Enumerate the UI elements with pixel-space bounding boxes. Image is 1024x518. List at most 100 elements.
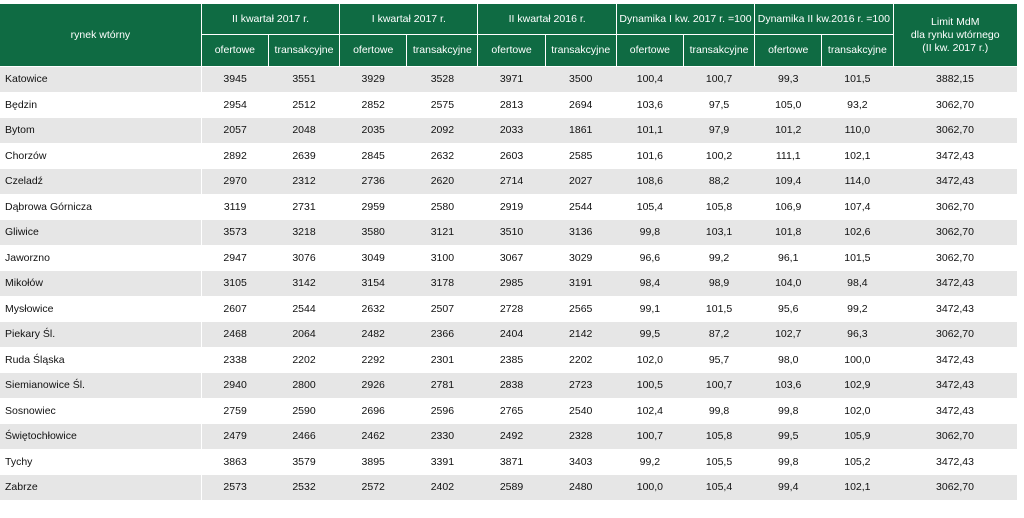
group-header-q2-2016: II kwartał 2016 r. — [477, 4, 617, 35]
value-cell: 2639 — [268, 143, 340, 169]
value-cell: 99,8 — [754, 449, 822, 475]
value-cell: 2852 — [339, 92, 407, 118]
limit-value-cell: 3062,70 — [893, 245, 1017, 271]
value-cell: 2202 — [545, 347, 617, 373]
value-cell: 2632 — [339, 296, 407, 322]
value-cell: 3895 — [339, 449, 407, 475]
value-cell: 101,2 — [754, 117, 822, 144]
value-cell: 99,8 — [683, 398, 755, 424]
value-cell: 2202 — [268, 347, 340, 373]
limit-value-cell: 3472,43 — [893, 449, 1017, 475]
value-cell: 3142 — [268, 270, 340, 297]
value-cell: 98,4 — [616, 270, 684, 297]
table-row: Świętochłowice 2479 2466 2462 2330 2492 2328 10… — [0, 423, 1017, 450]
value-cell: 105,9 — [821, 423, 894, 450]
value-cell: 2620 — [406, 168, 478, 195]
value-cell: 103,6 — [616, 92, 684, 118]
city-name-cell: Siemianowice Śl. — [0, 372, 202, 399]
value-cell: 105,8 — [683, 194, 755, 220]
value-cell: 2694 — [545, 92, 617, 118]
value-cell: 109,4 — [754, 168, 822, 195]
value-cell: 2813 — [477, 92, 546, 118]
value-cell: 2919 — [477, 194, 546, 220]
city-name-cell: Katowice — [0, 66, 202, 93]
value-cell: 3178 — [406, 270, 478, 297]
value-cell: 2926 — [339, 372, 407, 399]
value-cell: 99,2 — [683, 245, 755, 271]
value-cell: 101,6 — [616, 143, 684, 169]
limit-value-cell: 3472,43 — [893, 347, 1017, 373]
value-cell: 2607 — [200, 296, 269, 322]
value-cell: 2800 — [268, 372, 340, 399]
limit-header-line: Limit MdM — [931, 15, 980, 28]
value-cell: 2512 — [268, 92, 340, 118]
value-cell: 2940 — [200, 372, 269, 399]
group-header-dyn-q1-2017: Dynamika I kw. 2017 r. =100 — [615, 4, 755, 35]
value-cell: 2565 — [545, 296, 617, 322]
value-cell: 87,2 — [683, 321, 755, 348]
value-cell: 2402 — [406, 474, 478, 501]
value-cell: 2731 — [268, 194, 340, 220]
value-cell: 3403 — [545, 449, 617, 475]
price-table: rynek wtórny II kwartał 2017 r. I kwarta… — [0, 4, 1017, 501]
limit-value-cell: 3062,70 — [893, 423, 1017, 450]
group-header-dyn-q2-2016: Dynamika II kw.2016 r. =100 — [754, 4, 894, 35]
value-cell: 3067 — [477, 245, 546, 271]
value-cell: 102,9 — [821, 372, 894, 399]
limit-value-cell: 3472,43 — [893, 168, 1017, 195]
group-header-q1-2017: I kwartał 2017 r. — [339, 4, 478, 35]
value-cell: 2728 — [477, 296, 546, 322]
value-cell: 2468 — [200, 321, 269, 348]
value-cell: 2462 — [339, 423, 407, 450]
row-label-header: rynek wtórny — [0, 4, 202, 67]
city-name-cell: Ruda Śląska — [0, 347, 202, 373]
table-body: Katowice 3945 3551 3929 3528 3971 3500 100,4 100… — [0, 66, 1017, 501]
table-row: Dąbrowa Górnicza 3119 2731 2959 2580 2919 2544… — [0, 194, 1017, 220]
value-cell: 2947 — [200, 245, 269, 271]
value-cell: 2048 — [268, 117, 340, 144]
table-row: Będzin 2954 2512 2852 2575 2813 2694 103,6 97,5 1… — [0, 92, 1017, 118]
value-cell: 2057 — [200, 117, 269, 144]
value-cell: 100,2 — [683, 143, 755, 169]
value-cell: 2507 — [406, 296, 478, 322]
value-cell: 3528 — [406, 66, 478, 93]
value-cell: 93,2 — [821, 92, 894, 118]
limit-value-cell: 3062,70 — [893, 219, 1017, 246]
value-cell: 3119 — [200, 194, 269, 220]
value-cell: 2035 — [339, 117, 407, 144]
value-cell: 100,4 — [616, 66, 684, 93]
city-name-cell: Jaworzno — [0, 245, 202, 271]
value-cell: 3510 — [477, 219, 546, 246]
value-cell: 99,3 — [754, 66, 822, 93]
value-cell: 3579 — [268, 449, 340, 475]
value-cell: 3580 — [339, 219, 407, 246]
value-cell: 2142 — [545, 321, 617, 348]
sub-header-offer: ofertowe — [754, 34, 822, 67]
sub-header-transaction: transakcyjne — [821, 34, 894, 67]
value-cell: 2585 — [545, 143, 617, 169]
sub-header-transaction: transakcyjne — [267, 34, 340, 67]
value-cell: 99,4 — [754, 474, 822, 501]
value-cell: 2714 — [477, 168, 546, 195]
value-cell: 2723 — [545, 372, 617, 399]
value-cell: 96,3 — [821, 321, 894, 348]
table-header: rynek wtórny II kwartał 2017 r. I kwarta… — [0, 4, 1017, 67]
sub-header-offer: ofertowe — [615, 34, 684, 67]
table-row: Katowice 3945 3551 3929 3528 3971 3500 100,4 100… — [0, 66, 1017, 93]
value-cell: 3945 — [200, 66, 269, 93]
value-cell: 2312 — [268, 168, 340, 195]
table-row: Zabrze 2573 2532 2572 2402 2589 2480 100,0 105,4… — [0, 474, 1017, 501]
value-cell: 3929 — [339, 66, 407, 93]
value-cell: 2544 — [268, 296, 340, 322]
value-cell: 2540 — [545, 398, 617, 424]
value-cell: 2845 — [339, 143, 407, 169]
value-cell: 100,7 — [616, 423, 684, 450]
value-cell: 2765 — [477, 398, 546, 424]
value-cell: 100,7 — [683, 372, 755, 399]
value-cell: 99,2 — [821, 296, 894, 322]
value-cell: 2404 — [477, 321, 546, 348]
value-cell: 102,4 — [616, 398, 684, 424]
value-cell: 99,8 — [754, 398, 822, 424]
value-cell: 2330 — [406, 423, 478, 450]
value-cell: 2596 — [406, 398, 478, 424]
